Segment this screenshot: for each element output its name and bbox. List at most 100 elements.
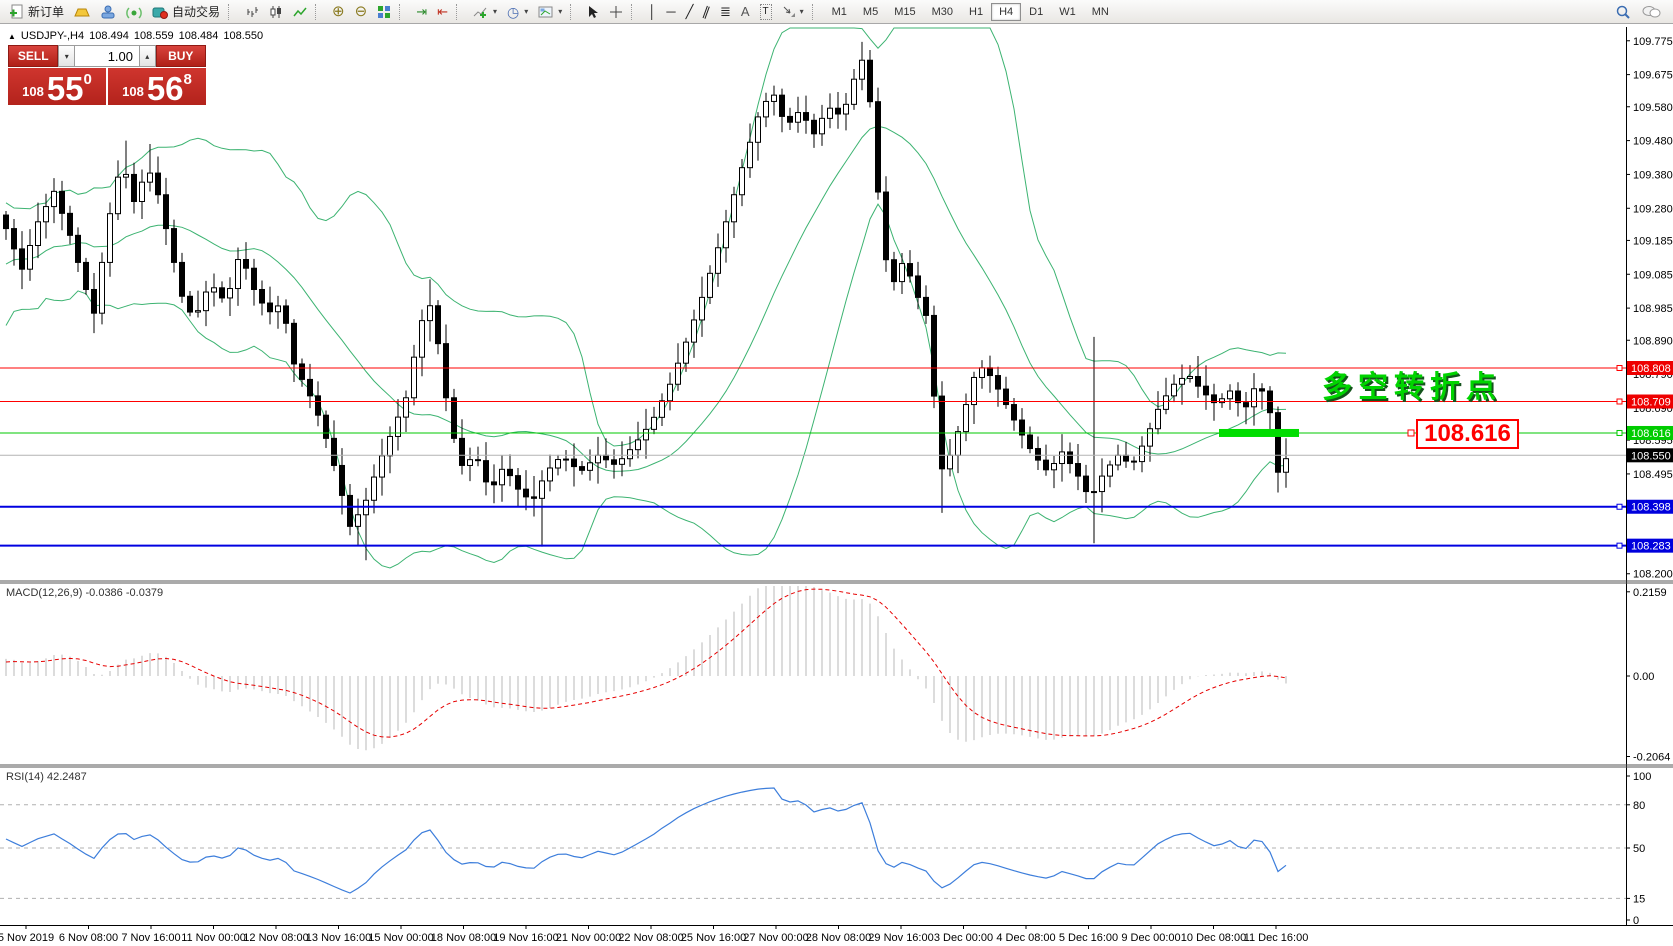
line-anchor-marker[interactable] <box>1616 429 1623 436</box>
community-button[interactable] <box>95 3 121 21</box>
horizontal-line-button[interactable]: ─ <box>661 3 680 21</box>
toolbar-separator <box>811 3 819 20</box>
sell-button[interactable]: SELL <box>8 45 59 67</box>
line-anchor-marker[interactable] <box>1616 542 1623 549</box>
tile-windows-button[interactable] <box>372 3 396 21</box>
time-axis: 5 Nov 2019 6 Nov 08:00 7 Nov 16:00 11 Nov 0… <box>0 925 1308 944</box>
indicators-icon <box>473 7 487 18</box>
line-anchor-marker[interactable] <box>1616 398 1623 405</box>
price-badge-text: 108.283 <box>1631 541 1671 553</box>
horizontal-line-icon: ─ <box>666 3 676 19</box>
price-badge-text: 108.616 <box>1631 428 1671 440</box>
buy-price-display[interactable]: 108 56 8 <box>108 68 206 105</box>
arrows-icon <box>783 6 795 17</box>
tf-h4[interactable]: H4 <box>991 2 1022 21</box>
text-icon: A <box>740 3 750 19</box>
cursor-button[interactable] <box>582 3 604 21</box>
time-tick-label: 3 Dec 00:00 <box>934 932 993 944</box>
sell-price-big: 55 <box>46 70 84 107</box>
rsi-tick-label: 50 <box>1633 843 1645 855</box>
tf-m1[interactable]: M1 <box>831 5 847 18</box>
text-label-button[interactable]: T <box>755 3 777 21</box>
arrows-button[interactable]: ▾ <box>777 3 809 21</box>
candle-chart-button[interactable] <box>264 3 288 21</box>
templates-icon <box>538 6 553 17</box>
macd-signal-line <box>5 588 1287 738</box>
chat-icon[interactable] <box>1641 4 1661 20</box>
trendline-button[interactable]: ╱ <box>681 3 699 21</box>
crosshair-icon <box>610 5 623 18</box>
chart-title: ▲ USDJPY-,H4 108.494 108.559 108.484 108… <box>8 30 263 42</box>
fibonacci-button[interactable]: ≣ <box>715 3 736 21</box>
toolbar-separator <box>399 3 406 20</box>
time-tick-label: 4 Dec 08:00 <box>996 932 1055 944</box>
volume-increase-button[interactable]: ▴ <box>139 45 156 67</box>
zoom-out-icon: ⊖ <box>354 2 368 20</box>
turning-point-annotation[interactable]: 多空转折点 <box>1322 371 1502 404</box>
tf-mn[interactable]: MN <box>1091 5 1109 18</box>
macd-tick-label: 0.2159 <box>1633 587 1667 599</box>
bar-chart-button[interactable] <box>240 3 264 21</box>
time-tick-label: 25 Nov 16:00 <box>681 932 746 944</box>
price-level-annotation[interactable]: 108.616 <box>1416 419 1519 449</box>
time-tick-label: 22 Nov 08:00 <box>618 932 683 944</box>
tf-d1[interactable]: D1 <box>1029 5 1044 18</box>
collapse-arrow-icon[interactable]: ▲ <box>8 31 16 41</box>
line-anchor-marker[interactable] <box>1616 503 1623 510</box>
auto-trading-button[interactable]: 自动交易 <box>147 3 225 21</box>
text-button[interactable]: A <box>736 3 755 21</box>
auto-scroll-button[interactable]: ⇥ <box>411 3 432 21</box>
line-anchor-marker[interactable] <box>1616 365 1623 371</box>
line-chart-icon <box>293 7 307 16</box>
price-badge-text: 108.709 <box>1631 397 1671 409</box>
tf-m30[interactable]: M30 <box>931 5 954 18</box>
chart-shift-button[interactable]: ⇤ <box>432 3 453 21</box>
price-box-anchor-marker[interactable] <box>1407 429 1415 437</box>
user-icon <box>101 5 115 18</box>
search-icon[interactable] <box>1615 4 1631 20</box>
signals-button[interactable] <box>121 3 147 21</box>
crosshair-button[interactable] <box>604 3 628 21</box>
new-order-button[interactable]: 新订单 <box>4 3 69 21</box>
chart-shift-icon: ⇤ <box>437 3 448 19</box>
buy-button[interactable]: BUY <box>155 45 206 67</box>
text-label-icon: T <box>759 3 772 20</box>
signal-icon <box>126 6 142 19</box>
toolbar-separator <box>228 3 235 20</box>
channel-button[interactable]: ∥ <box>698 3 715 21</box>
gold-button[interactable] <box>69 3 95 21</box>
channel-icon: ∥ <box>701 2 713 20</box>
vertical-line-button[interactable]: │ <box>643 3 661 21</box>
price-badge <box>1627 538 1673 553</box>
sell-price-display[interactable]: 108 55 0 <box>8 68 106 105</box>
periods-button[interactable]: ◷ ▾ <box>502 3 533 21</box>
templates-button[interactable]: ▾ <box>533 3 567 21</box>
rsi-tick-label: 15 <box>1633 893 1645 905</box>
tf-m5[interactable]: M5 <box>862 5 879 18</box>
clock-icon: ◷ <box>507 3 520 20</box>
chart-area: 109.775 109.675 109.580 109.480 109.380 109.2… <box>0 24 1673 946</box>
indicators-button[interactable]: ▾ <box>468 3 502 21</box>
price-tick-label: 109.580 <box>1633 102 1673 114</box>
thick-green-level-bar[interactable] <box>1219 428 1299 437</box>
price-axis: 109.775 109.675 109.580 109.480 109.380 109.2… <box>1626 36 1673 927</box>
zoom-out-button[interactable]: ⊖ <box>350 3 373 21</box>
tf-w1[interactable]: W1 <box>1059 5 1076 18</box>
volume-input[interactable] <box>75 45 139 67</box>
tf-m15[interactable]: M15 <box>894 5 916 18</box>
toolbar-separator <box>315 3 322 20</box>
time-tick-label: 11 Dec 16:00 <box>1244 932 1309 944</box>
zoom-in-icon: ⊕ <box>332 2 345 20</box>
macd-tick-label: 0.00 <box>1633 671 1654 683</box>
volume-decrease-button[interactable]: ▾ <box>58 45 75 67</box>
time-tick-label: 5 Dec 16:00 <box>1059 932 1118 944</box>
buy-price-big: 56 <box>146 70 184 107</box>
price-tick-label: 109.185 <box>1633 235 1673 247</box>
auto-trading-label: 自动交易 <box>172 5 221 19</box>
tf-h1[interactable]: H1 <box>969 5 984 18</box>
line-chart-button[interactable] <box>288 3 312 21</box>
macd-label: MACD(12,26,9) -0.0386 -0.0379 <box>6 587 163 599</box>
zoom-in-button[interactable]: ⊕ <box>327 3 350 21</box>
time-tick-label: 28 Nov 08:00 <box>806 932 871 944</box>
price-tick-label: 109.675 <box>1633 70 1673 82</box>
